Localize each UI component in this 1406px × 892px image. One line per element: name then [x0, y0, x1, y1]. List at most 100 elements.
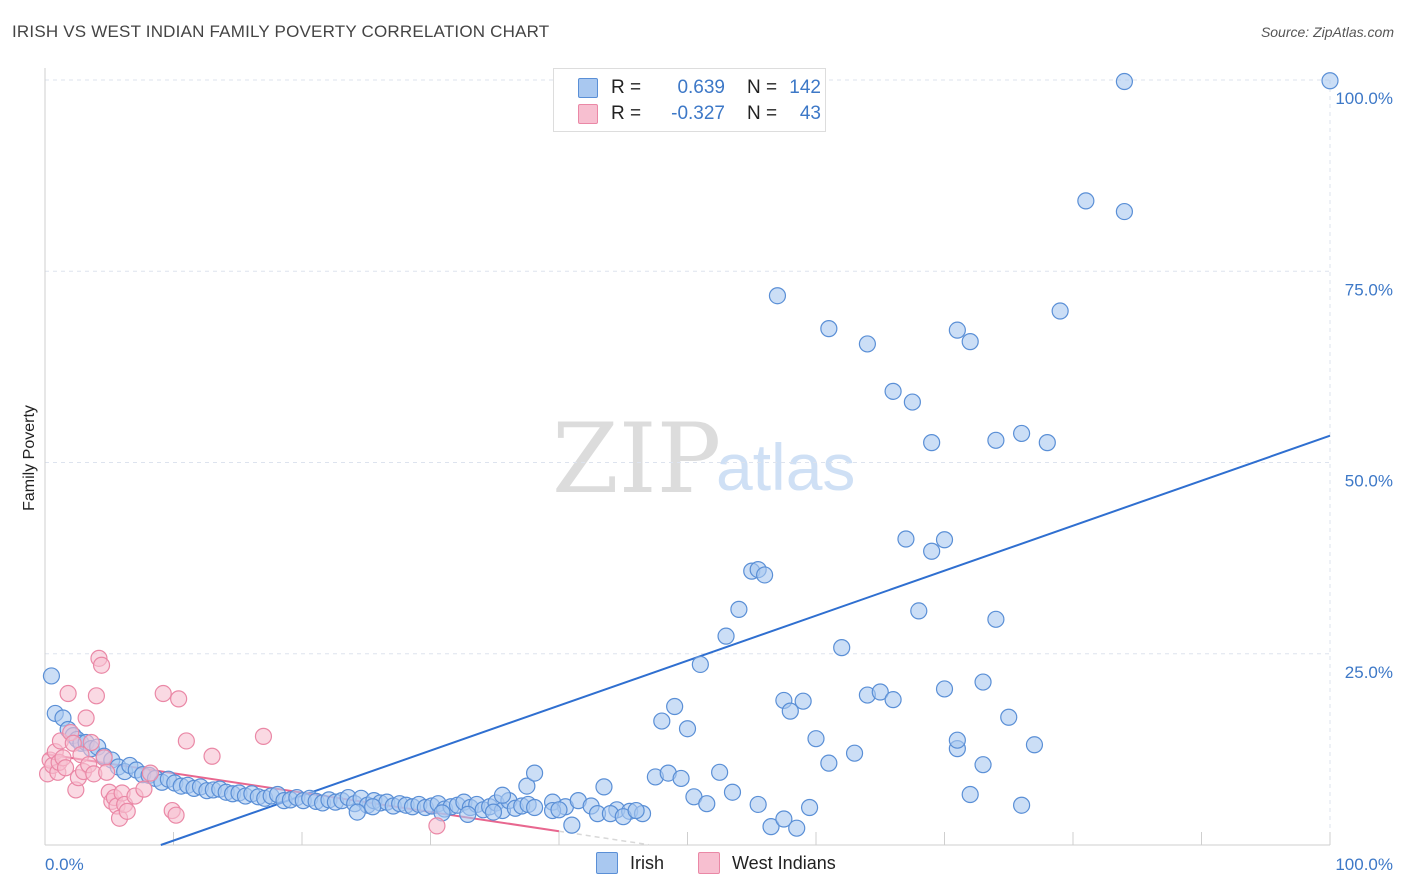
irish-point — [961, 333, 979, 351]
x-tick-label: 0.0% — [45, 855, 84, 874]
west-indians-point — [203, 747, 221, 765]
series-label-west-indians: West Indians — [732, 852, 836, 873]
irish-point — [897, 530, 915, 548]
legend-r-label: R = — [611, 77, 642, 98]
legend-r-label: R = — [611, 103, 642, 124]
west-indians-point — [170, 690, 188, 708]
irish-point — [935, 531, 954, 549]
irish-point — [653, 712, 671, 730]
irish-point — [762, 818, 780, 836]
legend-n-value: 43 — [799, 103, 821, 124]
y-tick-label: 25.0% — [1345, 663, 1393, 682]
west-indians-point — [59, 684, 77, 703]
west-indians-point — [95, 749, 113, 767]
irish-point — [42, 667, 61, 685]
west-indians-point — [154, 684, 172, 703]
series-swatch-irish — [596, 852, 618, 874]
irish-point — [1012, 424, 1031, 443]
series-legend: Irish West Indians — [0, 852, 1406, 878]
series-swatch-west-indians — [698, 852, 720, 874]
watermark-atlas: atlas — [716, 430, 855, 504]
west-indians-point — [428, 817, 446, 835]
points-layer — [38, 72, 1339, 837]
irish-point — [678, 720, 697, 738]
irish-point — [775, 810, 793, 828]
irish-point — [974, 673, 992, 691]
irish-point — [723, 783, 742, 801]
irish-point — [1038, 434, 1056, 452]
irish-point — [961, 785, 979, 804]
irish-point — [903, 393, 921, 411]
irish-point — [627, 801, 645, 820]
legend-row-west-indians: R = -0.327 N = 43 — [578, 102, 821, 126]
ticks-layer: 25.0% 50.0% 75.0% 100.0% 0.0% 100.0% — [45, 89, 1393, 874]
legend-r-value: -0.327 — [671, 103, 725, 124]
legend-n-value: 142 — [789, 77, 821, 98]
series-legend-west-indians[interactable]: West Indians — [698, 852, 836, 874]
irish-point — [948, 731, 966, 749]
irish-point — [845, 744, 864, 762]
west-indians-point — [98, 763, 116, 781]
irish-point — [800, 798, 819, 817]
legend-n-label: N = — [747, 103, 778, 124]
series-label-irish: Irish — [630, 852, 665, 873]
irish-point — [666, 697, 684, 716]
west-indians-point — [87, 687, 106, 705]
irish-point — [595, 778, 613, 796]
chart-title: IRISH VS WEST INDIAN FAMILY POVERTY CORR… — [12, 22, 550, 41]
irish-point — [788, 819, 806, 837]
irish-point — [459, 805, 477, 824]
irish-point — [691, 655, 709, 674]
irish-point — [807, 730, 825, 748]
irish-point — [987, 610, 1005, 628]
legend-row-irish: R = 0.639 N = 142 — [578, 76, 821, 100]
irish-point — [550, 801, 568, 819]
irish-point — [1321, 72, 1339, 90]
irish-point — [923, 434, 941, 452]
watermark-zip: ZIP — [552, 403, 721, 515]
irish-point — [525, 764, 544, 782]
irish-point — [974, 756, 992, 774]
irish-point — [672, 769, 690, 788]
series-legend-irish[interactable]: Irish — [596, 852, 664, 874]
irish-point — [871, 683, 889, 701]
irish-point — [563, 816, 581, 834]
west-indians-point — [82, 733, 100, 752]
legend-swatch-west-indians — [578, 104, 598, 124]
irish-point — [923, 542, 941, 560]
irish-point — [1025, 736, 1044, 754]
irish-point — [484, 803, 503, 821]
irish-point — [525, 798, 544, 817]
irish-point — [987, 431, 1005, 449]
west-indians-point — [118, 802, 136, 820]
y-tick-label: 75.0% — [1345, 280, 1393, 299]
irish-point — [1077, 192, 1095, 210]
west-indians-point — [177, 732, 195, 750]
irish-point — [833, 639, 851, 657]
irish-point — [711, 763, 729, 781]
irish-point — [884, 691, 902, 709]
y-tick-label: 100.0% — [1335, 89, 1393, 108]
irish-point — [1051, 302, 1069, 320]
west-indians-point — [135, 780, 153, 798]
irish-point — [910, 602, 928, 620]
irish-point — [518, 777, 536, 795]
irish-point — [1115, 72, 1134, 91]
irish-point — [755, 566, 774, 584]
irish-point — [717, 627, 735, 645]
west-indians-point — [254, 727, 273, 745]
legend-n-label: N = — [747, 77, 778, 98]
irish-point — [730, 600, 748, 618]
irish-point — [858, 335, 877, 353]
correlation-legend: R = 0.639 N = 142 R = -0.327 N = 43 — [553, 68, 826, 132]
west-indians-point — [77, 709, 95, 727]
x-tick-label: 100.0% — [1335, 855, 1393, 874]
irish-point — [794, 692, 812, 710]
irish-point — [781, 702, 799, 720]
irish-point — [1000, 708, 1018, 726]
irish-point — [749, 795, 767, 814]
irish-point — [348, 803, 366, 821]
irish-point — [935, 680, 954, 698]
irish-point — [1012, 796, 1031, 814]
